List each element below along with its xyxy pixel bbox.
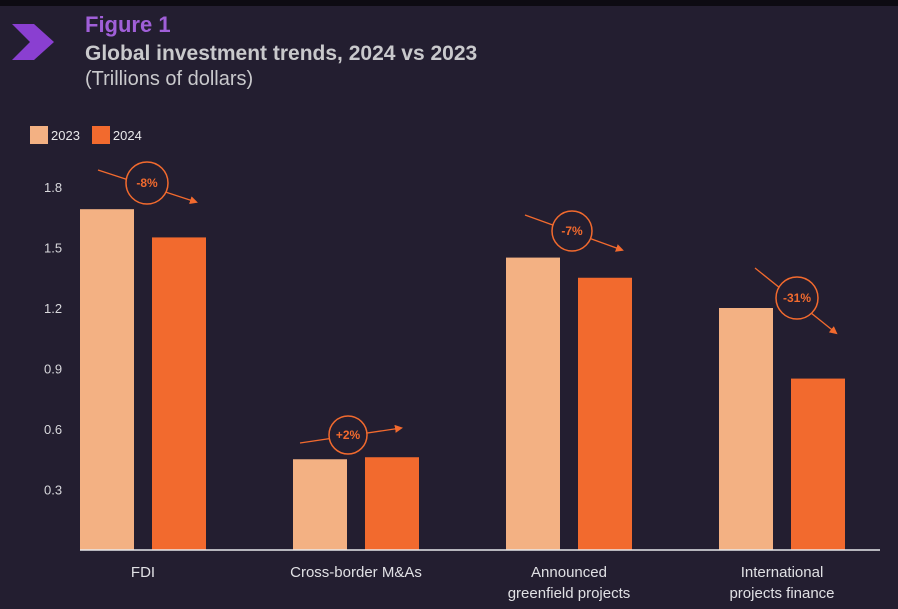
- category-label: Announced: [531, 564, 607, 581]
- bar-2023-0: [80, 209, 134, 550]
- change-badge-circle: [775, 276, 819, 320]
- bar-2023-1: [293, 459, 347, 550]
- category-label: International: [741, 564, 824, 581]
- bar-2024-1: [365, 457, 419, 550]
- change-badge-circle: [551, 210, 593, 252]
- y-tick-label: 0.3: [44, 483, 62, 498]
- category-label: projects finance: [729, 585, 834, 602]
- figure-label: Figure 1: [85, 12, 171, 37]
- legend-label-2023: 2023: [51, 127, 80, 143]
- chevron-icon: [12, 24, 54, 60]
- legend-item-2023: 2023: [30, 126, 80, 144]
- change-badge-circle: [125, 161, 169, 205]
- legend-swatch-2024: [91, 126, 110, 144]
- bar-2024-3: [791, 378, 845, 550]
- legend: 2023 2024: [30, 126, 154, 144]
- y-tick-label: 0.9: [44, 362, 62, 377]
- chart-subtitle: (Trillions of dollars): [85, 68, 254, 90]
- category-label: FDI: [131, 564, 155, 581]
- chart-title: Global investment trends, 2024 vs 2023: [85, 42, 478, 65]
- y-tick-label: 1.5: [44, 241, 62, 256]
- change-badge-label: +2%: [336, 428, 361, 442]
- legend-item-2024: 2024: [91, 126, 142, 144]
- legend-label-2024: 2024: [112, 127, 142, 143]
- bar-2023-2: [506, 257, 560, 550]
- change-badge-circle: [328, 415, 368, 455]
- category-label: Cross-border M&As: [290, 564, 422, 581]
- change-badge-label: -7%: [561, 224, 583, 238]
- legend-swatch-2023: [30, 126, 48, 144]
- bar-2024-2: [578, 277, 632, 550]
- bar-2023-3: [719, 308, 773, 550]
- top-bar: [0, 0, 898, 6]
- y-tick-label: 0.6: [44, 422, 62, 437]
- category-label: greenfield projects: [508, 585, 631, 602]
- bar-2024-0: [152, 237, 206, 550]
- change-badge-label: -8%: [136, 176, 158, 190]
- y-tick-label: 1.2: [44, 301, 62, 316]
- change-badge-label: -31%: [783, 291, 811, 305]
- y-tick-label: 1.8: [44, 180, 62, 195]
